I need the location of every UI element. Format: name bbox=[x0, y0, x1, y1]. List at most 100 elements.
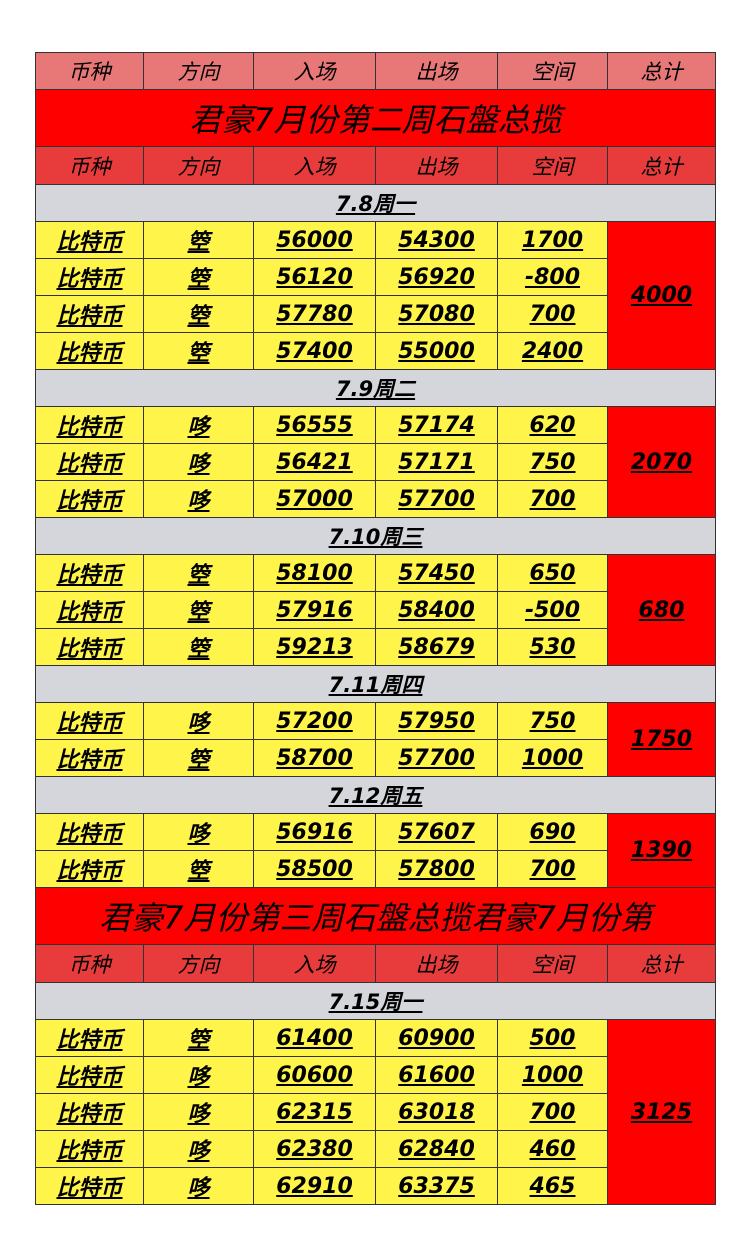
cell-exit: 62840 bbox=[375, 1130, 498, 1168]
date-label: 7.12周五 bbox=[35, 776, 716, 814]
cell-range: 650 bbox=[497, 554, 608, 592]
header-range: 空间 bbox=[497, 52, 608, 90]
day-total: 1390 bbox=[607, 813, 716, 888]
header-exit: 出场 bbox=[375, 146, 498, 185]
cell-entry: 62910 bbox=[253, 1167, 376, 1205]
cell-range: 700 bbox=[497, 1093, 608, 1131]
section-title: 君豪7月份第三周石盤总揽君豪7月份第 bbox=[35, 887, 716, 945]
cell-coin: 比特币 bbox=[35, 1130, 144, 1168]
header-entry: 入场 bbox=[253, 146, 376, 185]
cell-coin: 比特币 bbox=[35, 1056, 144, 1094]
cell-entry: 56555 bbox=[253, 406, 376, 444]
header-total: 总计 bbox=[607, 944, 716, 983]
date-label: 7.10周三 bbox=[35, 517, 716, 555]
table-row: 比特币哆 56916 57607 690 1390 bbox=[35, 813, 716, 888]
table-row: 比特币哆 57200 57950 750 1750 bbox=[35, 702, 716, 777]
header-entry: 入场 bbox=[253, 52, 376, 90]
cell-direction: 箜 bbox=[143, 295, 254, 333]
cell-coin: 比特币 bbox=[35, 813, 144, 851]
cell-direction: 箜 bbox=[143, 628, 254, 666]
table-row: 比特币箜 58700 57700 1000 bbox=[35, 739, 716, 777]
cell-entry: 56421 bbox=[253, 443, 376, 481]
table-row: 比特币箜 57400 55000 2400 bbox=[35, 332, 716, 370]
cell-exit: 57700 bbox=[375, 480, 498, 518]
cell-range: 1000 bbox=[497, 739, 608, 777]
cell-direction: 箜 bbox=[143, 258, 254, 296]
cell-range: -800 bbox=[497, 258, 608, 296]
cell-coin: 比特币 bbox=[35, 628, 144, 666]
cell-direction: 箜 bbox=[143, 850, 254, 888]
cell-direction: 箜 bbox=[143, 591, 254, 629]
cell-coin: 比特币 bbox=[35, 406, 144, 444]
date-row: 7.15周一 bbox=[35, 982, 716, 1020]
cell-direction: 哆 bbox=[143, 443, 254, 481]
cell-range: 750 bbox=[497, 702, 608, 740]
date-row: 7.10周三 bbox=[35, 517, 716, 555]
cell-range: 2400 bbox=[497, 332, 608, 370]
cell-exit: 57174 bbox=[375, 406, 498, 444]
table-row: 比特币箜 61400 60900 500 3125 bbox=[35, 1019, 716, 1205]
day-total: 4000 bbox=[607, 221, 716, 370]
table-row: 比特币箜 58100 57450 650 680 bbox=[35, 554, 716, 666]
cell-entry: 56120 bbox=[253, 258, 376, 296]
table-row: 比特币哆 56555 57174 620 2070 bbox=[35, 406, 716, 518]
section-title-row: 君豪7月份第二周石盤总揽 bbox=[35, 89, 716, 147]
cell-coin: 比特币 bbox=[35, 443, 144, 481]
cell-exit: 56920 bbox=[375, 258, 498, 296]
cell-coin: 比特币 bbox=[35, 1019, 144, 1057]
cell-range: -500 bbox=[497, 591, 608, 629]
date-label: 7.11周四 bbox=[35, 665, 716, 703]
table-row: 比特币哆 60600 61600 1000 bbox=[35, 1056, 716, 1094]
header-range: 空间 bbox=[497, 146, 608, 185]
day-total: 1750 bbox=[607, 702, 716, 777]
table-row: 比特币箜 56000 54300 1700 4000 bbox=[35, 221, 716, 370]
cell-entry: 62380 bbox=[253, 1130, 376, 1168]
cell-coin: 比特币 bbox=[35, 221, 144, 259]
cell-coin: 比特币 bbox=[35, 1167, 144, 1205]
cell-range: 460 bbox=[497, 1130, 608, 1168]
cell-coin: 比特币 bbox=[35, 258, 144, 296]
cell-entry: 61400 bbox=[253, 1019, 376, 1057]
cell-range: 530 bbox=[497, 628, 608, 666]
header-total: 总计 bbox=[607, 52, 716, 90]
cell-direction: 箜 bbox=[143, 1019, 254, 1057]
cell-direction: 箜 bbox=[143, 554, 254, 592]
cell-coin: 比特币 bbox=[35, 1093, 144, 1131]
cell-range: 1000 bbox=[497, 1056, 608, 1094]
date-row: 7.12周五 bbox=[35, 776, 716, 814]
cell-range: 750 bbox=[497, 443, 608, 481]
cell-exit: 57607 bbox=[375, 813, 498, 851]
table-row: 比特币箜 57916 58400 -500 bbox=[35, 591, 716, 629]
table-row: 比特币哆 56421 57171 750 bbox=[35, 443, 716, 481]
header-direction: 方向 bbox=[143, 146, 254, 185]
cell-exit: 57800 bbox=[375, 850, 498, 888]
cell-range: 700 bbox=[497, 850, 608, 888]
cell-entry: 58500 bbox=[253, 850, 376, 888]
header-exit: 出场 bbox=[375, 944, 498, 983]
cell-exit: 54300 bbox=[375, 221, 498, 259]
cell-direction: 箜 bbox=[143, 739, 254, 777]
cell-entry: 57200 bbox=[253, 702, 376, 740]
cell-exit: 57450 bbox=[375, 554, 498, 592]
cell-coin: 比特币 bbox=[35, 295, 144, 333]
cell-coin: 比特币 bbox=[35, 850, 144, 888]
cell-direction: 哆 bbox=[143, 813, 254, 851]
table-row: 比特币哆 62380 62840 460 bbox=[35, 1130, 716, 1168]
header-exit: 出场 bbox=[375, 52, 498, 90]
header-total: 总计 bbox=[607, 146, 716, 185]
cell-coin: 比特币 bbox=[35, 591, 144, 629]
table-row: 比特币箜 57780 57080 700 bbox=[35, 295, 716, 333]
cell-entry: 56916 bbox=[253, 813, 376, 851]
cell-direction: 哆 bbox=[143, 1167, 254, 1205]
cell-entry: 57916 bbox=[253, 591, 376, 629]
section-title: 君豪7月份第二周石盤总揽 bbox=[35, 89, 716, 147]
day-total: 2070 bbox=[607, 406, 716, 518]
table-row: 比特币箜 59213 58679 530 bbox=[35, 628, 716, 666]
cell-direction: 哆 bbox=[143, 406, 254, 444]
cell-range: 620 bbox=[497, 406, 608, 444]
header-row: 币种 方向 入场 出场 空间 总计 bbox=[35, 146, 716, 185]
header-row: 币种 方向 入场 出场 空间 总计 bbox=[35, 944, 716, 983]
cell-entry: 58100 bbox=[253, 554, 376, 592]
cell-range: 500 bbox=[497, 1019, 608, 1057]
day-total: 3125 bbox=[607, 1019, 716, 1205]
